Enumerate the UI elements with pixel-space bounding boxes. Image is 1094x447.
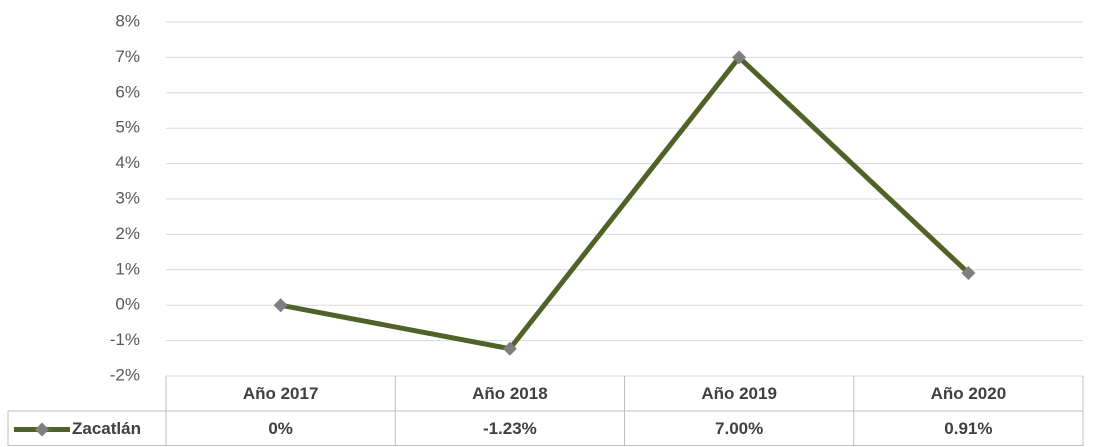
- y-tick-label: 0%: [115, 295, 140, 314]
- legend-label: Zacatlán: [72, 419, 141, 438]
- y-tick-label: -2%: [110, 365, 140, 384]
- data-label: 0.91%: [944, 419, 992, 438]
- y-tick-label: 2%: [115, 224, 140, 243]
- y-tick-label: -1%: [110, 330, 140, 349]
- line-series: [280, 54, 971, 352]
- x-tick-label: Año 2020: [931, 384, 1007, 403]
- marker: [502, 341, 517, 356]
- y-tick-label: 3%: [115, 188, 140, 207]
- y-tick-label: 8%: [115, 11, 140, 30]
- data-label: 0%: [268, 419, 293, 438]
- y-tick-label: 1%: [115, 259, 140, 278]
- marker: [732, 50, 747, 65]
- marker: [273, 298, 288, 313]
- y-tick-label: 4%: [115, 153, 140, 172]
- x-tick-label: Año 2018: [472, 384, 548, 403]
- y-tick-label: 7%: [115, 47, 140, 66]
- x-tick-label: Año 2017: [243, 384, 319, 403]
- legend-marker: [35, 422, 49, 437]
- x-tick-label: Año 2019: [701, 384, 777, 403]
- y-tick-label: 5%: [115, 118, 140, 137]
- data-label: 7.00%: [715, 419, 763, 438]
- y-tick-label: 6%: [115, 82, 140, 101]
- data-label: -1.23%: [483, 419, 537, 438]
- marker: [961, 265, 976, 280]
